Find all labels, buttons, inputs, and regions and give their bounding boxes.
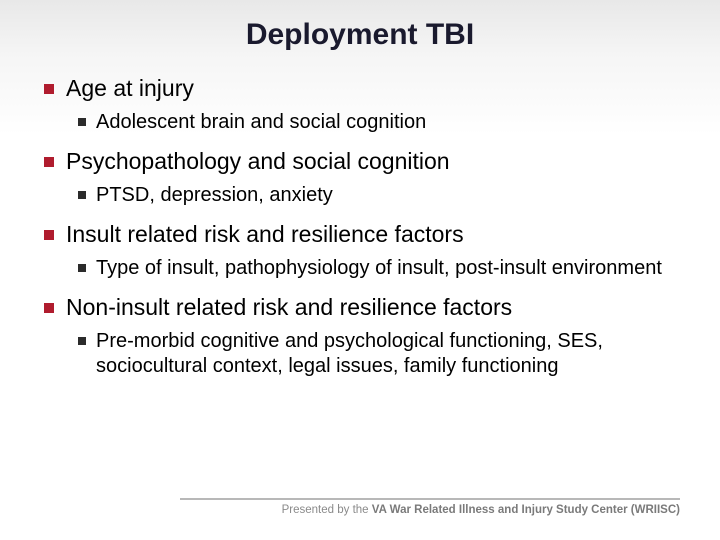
list-item-l1: Non-insult related risk and resilience f… <box>44 293 680 323</box>
list-item-l2: Adolescent brain and social cognition <box>78 110 680 135</box>
list-item-l1: Insult related risk and resilience facto… <box>44 220 680 250</box>
bullet-icon <box>44 157 54 167</box>
list-item-l2: PTSD, depression, anxiety <box>78 183 680 208</box>
bullet-icon <box>44 230 54 240</box>
bullet-icon <box>44 303 54 313</box>
list-item-l2-text: Pre-morbid cognitive and psychological f… <box>96 329 680 379</box>
list-item-l1: Age at injury <box>44 74 680 104</box>
list-item-l2-text: PTSD, depression, anxiety <box>96 183 333 208</box>
list-item-l1-text: Age at injury <box>66 74 194 104</box>
list-item-l1-text: Insult related risk and resilience facto… <box>66 220 464 250</box>
bullet-icon <box>78 191 86 199</box>
list-item-l2: Type of insult, pathophysiology of insul… <box>78 256 680 281</box>
bullet-icon <box>78 118 86 126</box>
footer-text: Presented by the VA War Related Illness … <box>282 504 680 516</box>
bullet-icon <box>78 264 86 272</box>
bullet-icon <box>78 337 86 345</box>
slide-title: Deployment TBI <box>40 18 680 52</box>
content-area: Age at injury Adolescent brain and social… <box>40 74 680 379</box>
list-item-l2-text: Adolescent brain and social cognition <box>96 110 426 135</box>
list-item-l2: Pre-morbid cognitive and psychological f… <box>78 329 680 379</box>
footer-divider <box>180 498 680 500</box>
bullet-icon <box>44 84 54 94</box>
list-item-l1: Psychopathology and social cognition <box>44 147 680 177</box>
footer-org: VA War Related Illness and Injury Study … <box>372 504 680 516</box>
footer: Presented by the VA War Related Illness … <box>0 498 720 526</box>
list-item-l2-text: Type of insult, pathophysiology of insul… <box>96 256 662 281</box>
slide: Deployment TBI Age at injury Adolescent b… <box>0 0 720 540</box>
footer-prefix: Presented by the <box>282 504 372 516</box>
list-item-l1-text: Psychopathology and social cognition <box>66 147 450 177</box>
list-item-l1-text: Non-insult related risk and resilience f… <box>66 293 512 323</box>
